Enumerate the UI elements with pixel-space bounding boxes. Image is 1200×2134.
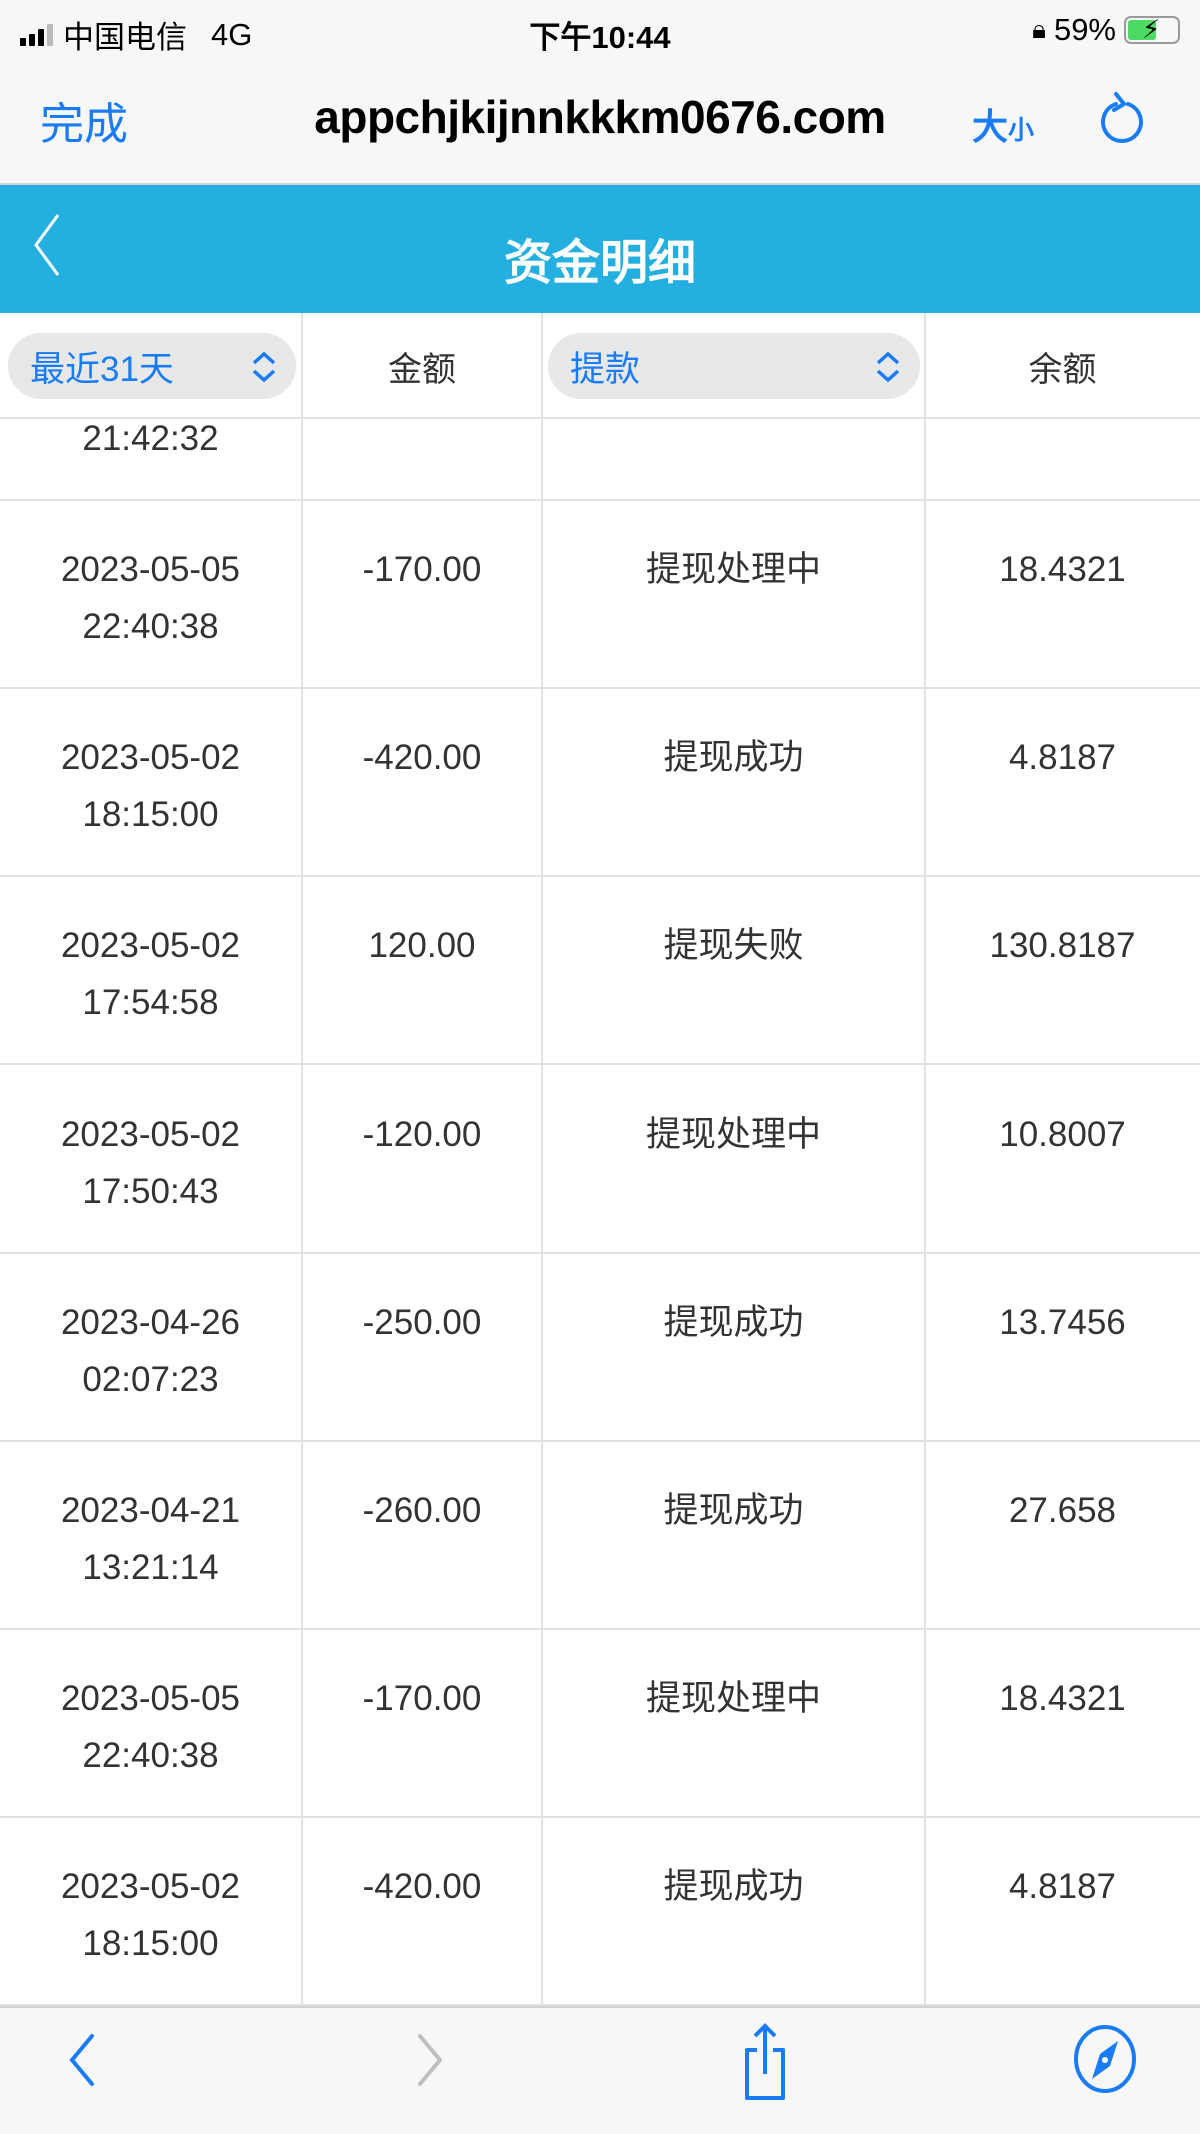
cell-datetime: 2023-04-26 02:07:23	[0, 1254, 301, 1440]
network: 4G	[211, 16, 253, 52]
reload-icon[interactable]	[1098, 90, 1148, 150]
cell-status: 提现处理中	[645, 550, 821, 589]
column-balance: 余额	[1028, 350, 1097, 389]
battery-icon: ⚡	[1124, 14, 1180, 44]
cell-date: 2023-05-02	[60, 926, 241, 966]
table-row[interactable]: 2023-05-05 22:40:38 -170.00 提现处理中 18.4321	[0, 1630, 1200, 1819]
table-row[interactable]: 2023-04-21 13:21:14 -260.00 提现成功 27.658	[0, 1442, 1200, 1630]
back-icon[interactable]	[62, 2030, 102, 2090]
cell-amount: -420.00	[362, 738, 482, 778]
table-row[interactable]: 2023-05-02 18:15:00 -420.00 提现成功 4.8187	[0, 689, 1200, 878]
cell-status: 提现失败	[663, 926, 804, 966]
updown-chevron-icon	[876, 351, 900, 383]
cell-status: 提现处理中	[645, 1114, 821, 1154]
text-size-button[interactable]: 大小	[972, 98, 1034, 150]
share-icon[interactable]	[735, 2022, 795, 2102]
carrier: 中国电信	[63, 20, 187, 55]
forward-icon[interactable]	[410, 2030, 450, 2090]
cell-amount: -170.00	[362, 550, 482, 589]
compass-icon[interactable]	[1072, 2024, 1138, 2094]
cell-date: 2023-05-02	[60, 738, 241, 778]
cell-date: 2023-05-05	[60, 550, 241, 589]
chevron-left-icon[interactable]	[28, 207, 68, 277]
cell-datetime: 2023-05-02 17:50:43	[0, 1066, 301, 1252]
cell-amount: -120.00	[362, 1114, 482, 1154]
date-range-value: 最近31天	[30, 349, 174, 389]
url-label[interactable]: appchjkijnnkkkm0676.com	[314, 91, 886, 143]
cell-balance: 18.4321	[999, 550, 1126, 589]
page-title: 资金明细	[503, 237, 696, 290]
cell-datetime: 2023-05-02 18:15:00	[0, 689, 301, 875]
cell-balance: 4.8187	[1008, 738, 1117, 778]
cell-datetime: 2023-05-02 17:54:58	[0, 877, 301, 1063]
updown-chevron-icon	[252, 351, 276, 383]
table-row[interactable]: 2023-04-26 02:07:23 -250.00 提现成功 13.7456	[0, 1254, 1200, 1442]
browser-toolbar	[0, 2006, 1200, 2134]
cell-time: 13:21:14	[82, 1548, 219, 1587]
cell-time: 18:15:00	[82, 1924, 219, 1964]
column-amount: 金额	[388, 350, 456, 389]
cell-balance: 13.7456	[999, 1302, 1126, 1342]
done-button[interactable]: 完成	[40, 100, 128, 149]
cell-status: 提现成功	[663, 738, 804, 778]
cell-time: 21:42:32	[82, 419, 219, 458]
cell-status: 提现成功	[663, 1302, 804, 1342]
table-row[interactable]: 2023-05-05 22:40:38 -170.00 提现处理中 18.4321	[0, 501, 1200, 689]
cell-amount: -420.00	[362, 1867, 482, 1907]
cell-time: 17:54:58	[82, 983, 219, 1023]
cell-date: 2023-04-26	[60, 1302, 241, 1342]
signal-icon	[20, 23, 53, 46]
table-header: 最近31天 金额 提款 余额	[0, 313, 1200, 419]
table-row[interactable]: 2023-05-02 17:54:58 120.00 提现失败 130.8187	[0, 877, 1200, 1066]
type-select[interactable]: 提款	[548, 333, 920, 399]
cell-time: 18:15:00	[82, 795, 219, 835]
cell-datetime: 2023-05-05 22:40:38	[0, 1630, 301, 1816]
cell-datetime: 2023-05-05 22:40:38	[0, 501, 301, 687]
cell-date: 2023-05-02	[60, 1867, 241, 1907]
page-header: 资金明细	[0, 185, 1200, 313]
cell-amount: -170.00	[362, 1679, 482, 1719]
cell-amount: -250.00	[362, 1302, 482, 1342]
cell-date: 2023-05-05	[60, 1679, 241, 1719]
cell-amount: -260.00	[362, 1491, 482, 1530]
table-row[interactable]: 2023-05-02 17:50:43 -120.00 提现处理中 10.8007	[0, 1066, 1200, 1254]
transaction-list[interactable]: 21:42:32 2023-05-05 22:40:38 -170.00 提现处理…	[0, 419, 1200, 2006]
table-row[interactable]: 2023-05-02 18:15:00 -420.00 提现成功 4.8187	[0, 1818, 1200, 2006]
orientation-lock-icon: 🔒︎	[1032, 14, 1046, 44]
date-range-select[interactable]: 最近31天	[8, 333, 296, 399]
status-bar: 中国电信 4G 下午10:44 🔒︎ 59% ⚡	[0, 0, 1200, 70]
cell-balance: 4.8187	[1008, 1867, 1117, 1907]
cell-date: 2023-04-21	[60, 1491, 241, 1530]
cell-date: 2023-05-02	[60, 1114, 241, 1154]
cell-balance: 10.8007	[999, 1114, 1126, 1154]
cell-time: 17:50:43	[82, 1171, 219, 1211]
cell-time: 22:40:38	[82, 1736, 219, 1776]
cell-amount: 120.00	[368, 926, 476, 966]
cell-balance: 130.8187	[989, 926, 1136, 966]
cell-datetime: 2023-05-02 18:15:00	[0, 1818, 301, 2004]
cell-status: 提现成功	[663, 1867, 804, 1907]
clock: 下午10:44	[529, 20, 671, 55]
cell-time: 22:40:38	[82, 607, 219, 646]
browser-bar: 完成 appchjkijnnkkkm0676.com 大小	[0, 70, 1200, 185]
cell-status: 提现成功	[663, 1491, 804, 1530]
cell-balance: 18.4321	[999, 1679, 1126, 1719]
cell-balance: 27.658	[1008, 1491, 1117, 1530]
type-value: 提款	[570, 349, 641, 389]
size-big: 大	[972, 106, 1009, 147]
size-small: 小	[1008, 115, 1035, 145]
cell-status: 提现处理中	[645, 1679, 821, 1719]
cell-time: 02:07:23	[82, 1359, 219, 1399]
table-row-partial: 21:42:32	[0, 419, 1200, 501]
cell-datetime: 2023-04-21 13:21:14	[0, 1442, 301, 1628]
battery-percent: 59%	[1053, 12, 1116, 47]
